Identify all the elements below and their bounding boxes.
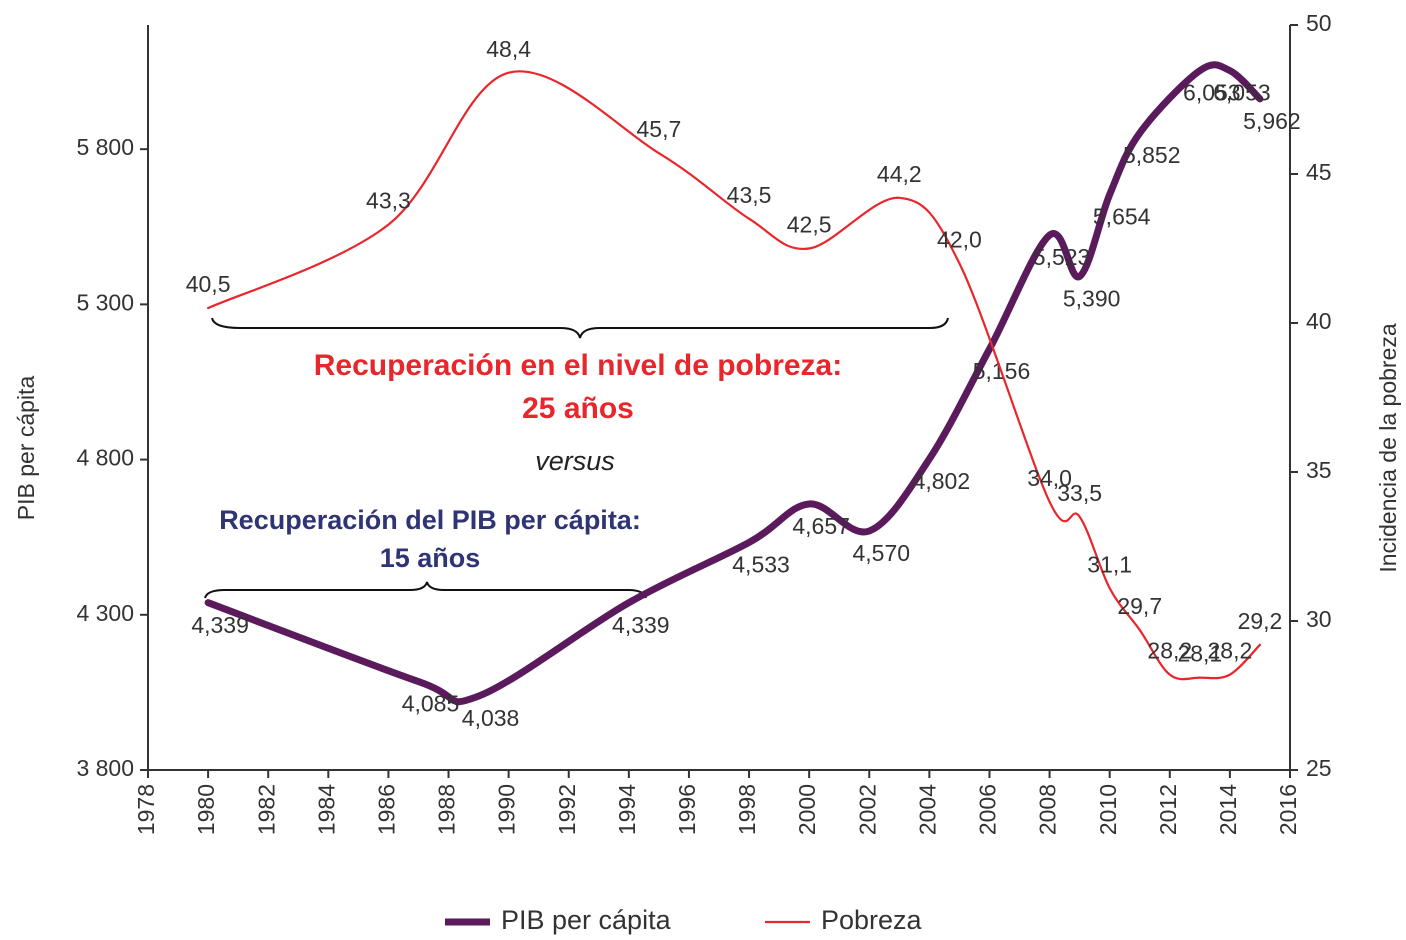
data-label: 5,962 [1243,108,1301,134]
data-label: 4,085 [402,691,460,717]
data-label: 4,533 [732,552,790,578]
data-label: 42,0 [937,226,982,252]
y2-tick-label: 40 [1306,308,1332,334]
x-tick-label: 1992 [554,784,580,835]
data-label: 34,0 [1027,465,1072,491]
data-label: 5,654 [1093,204,1151,230]
data-label: 40,5 [186,271,231,297]
data-label: 43,5 [727,182,772,208]
x-tick-label: 1994 [614,784,640,835]
data-label: 43,3 [366,188,411,214]
annotation: Recuperación en el nivel de pobreza: [314,349,843,382]
data-label: 6,053 [1183,80,1241,106]
series-line [207,70,1262,681]
data-label: 44,2 [877,161,922,187]
annotation: 25 años [522,392,634,425]
data-label: 45,7 [637,116,682,142]
legend-label: Pobreza [821,905,923,935]
y-axis-title: PIB per cápita [13,376,39,521]
x-tick-label: 1990 [494,784,520,835]
y-tick-label: 4 300 [76,600,134,626]
y2-tick-label: 50 [1306,10,1332,36]
y2-axis-title: Incidencia de la pobreza [1375,323,1401,573]
x-tick-label: 2012 [1155,784,1181,835]
data-label: 4,802 [913,468,971,494]
x-tick-label: 1982 [253,784,279,835]
data-label: 48,4 [486,36,531,62]
data-label: 29,7 [1117,593,1162,619]
data-label: 29,2 [1238,608,1283,634]
x-tick-label: 2014 [1215,784,1241,835]
data-label: 28,1 [1177,641,1222,667]
x-tick-label: 1984 [313,784,339,835]
series-line [204,61,1264,706]
x-tick-label: 2004 [914,784,940,835]
data-label: 4,570 [852,540,910,566]
brace [204,581,647,599]
data-label: 28,2 [1147,638,1192,664]
brace [211,317,949,339]
data-label: 4,038 [462,705,520,731]
data-label: 28,2 [1208,638,1253,664]
x-tick-label: 1996 [674,784,700,835]
data-label: 5,523 [1033,244,1091,270]
x-tick-label: 2000 [794,784,820,835]
y2-tick-label: 35 [1306,457,1332,483]
x-tick-label: 2008 [1035,784,1061,835]
data-label: 42,5 [787,212,832,238]
annotation: versus [535,446,615,476]
annotation: 15 años [380,543,481,573]
data-label: 5,852 [1123,142,1181,168]
x-tick-label: 1980 [193,784,219,835]
x-tick-label: 1988 [434,784,460,835]
data-label: 6,053 [1213,80,1271,106]
y-tick-label: 4 800 [76,445,134,471]
y-tick-label: 5 800 [76,134,134,160]
y2-tick-label: 45 [1306,159,1332,185]
x-tick-label: 2002 [854,784,880,835]
data-label: 31,1 [1087,551,1132,577]
x-tick-label: 2016 [1275,784,1301,835]
y2-tick-label: 30 [1306,606,1332,632]
data-label: 4,657 [792,513,850,539]
x-tick-label: 2010 [1095,784,1121,835]
y-tick-label: 5 300 [76,289,134,315]
data-label: 33,5 [1057,480,1102,506]
data-label: 4,339 [612,612,670,638]
legend-label: PIB per cápita [501,905,672,935]
y2-tick-label: 25 [1306,755,1332,781]
y-tick-label: 3 800 [76,755,134,781]
annotation: Recuperación del PIB per cápita: [219,505,641,535]
x-tick-label: 1998 [734,784,760,835]
data-label: 4,339 [191,612,249,638]
x-tick-label: 1978 [133,784,159,835]
x-tick-label: 2006 [975,784,1001,835]
data-label: 5,390 [1063,286,1121,312]
x-tick-label: 1986 [373,784,399,835]
